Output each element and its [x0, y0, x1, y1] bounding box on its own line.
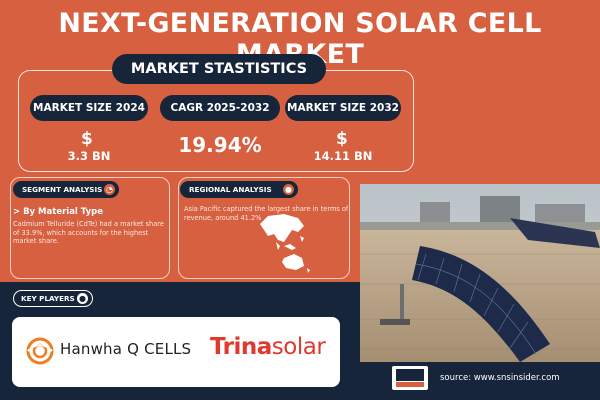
hanwha-q-cells-name: Hanwha Q CELLS	[60, 340, 192, 358]
regional-analysis-box	[178, 177, 350, 279]
trina-solar-suffix: solar	[271, 334, 326, 360]
logo-card	[12, 317, 340, 387]
globe-icon: ●	[283, 184, 294, 195]
stat-label-market-size-2032: MARKET SIZE 2032	[285, 95, 401, 121]
asia-pacific-map-icon	[260, 214, 310, 273]
trina-solar-logo: Trinasolar	[210, 334, 326, 360]
stat-value-market-size-2032: 14.11 BN	[313, 149, 373, 163]
regional-analysis-heading: REGIONAL ANALYSIS ●	[180, 181, 298, 198]
sns-insider-logo	[392, 366, 428, 390]
stat-label-cagr: CAGR 2025-2032	[160, 95, 280, 121]
pie-chart-icon: ◔	[104, 184, 115, 195]
market-stats-heading: MARKET STASTISTICS	[112, 54, 326, 84]
source-citation: source: www.snsinsider.com	[440, 373, 560, 383]
stat-value-cagr: 19.94%	[178, 133, 262, 157]
trina-solar-main: Trina	[210, 334, 272, 360]
stat-label-market-size-2024: MARKET SIZE 2024	[30, 95, 148, 121]
solar-panel-photo	[360, 184, 600, 362]
segment-analysis-label: SEGMENT ANALYSIS	[22, 185, 103, 194]
currency-symbol-2032: $	[336, 129, 348, 149]
segment-description: Cadmium Telluride (CdTe) had a market sh…	[13, 220, 164, 246]
currency-symbol-2024: $	[81, 129, 93, 149]
hanwha-swirl-icon	[26, 337, 54, 365]
regional-description: Asia Pacific captured the largest share …	[184, 205, 349, 222]
segment-analysis-heading: SEGMENT ANALYSIS ◔	[13, 181, 119, 198]
key-players-label: KEY PLAYERS	[21, 294, 75, 303]
segment-subheading: > By Material Type	[13, 207, 103, 217]
key-players-heading: KEY PLAYERS ●	[13, 290, 93, 307]
people-icon: ●	[77, 293, 88, 304]
regional-analysis-label: REGIONAL ANALYSIS	[189, 185, 272, 194]
segment-analysis-box	[10, 177, 170, 279]
stat-value-market-size-2024: 3.3 BN	[67, 149, 111, 163]
